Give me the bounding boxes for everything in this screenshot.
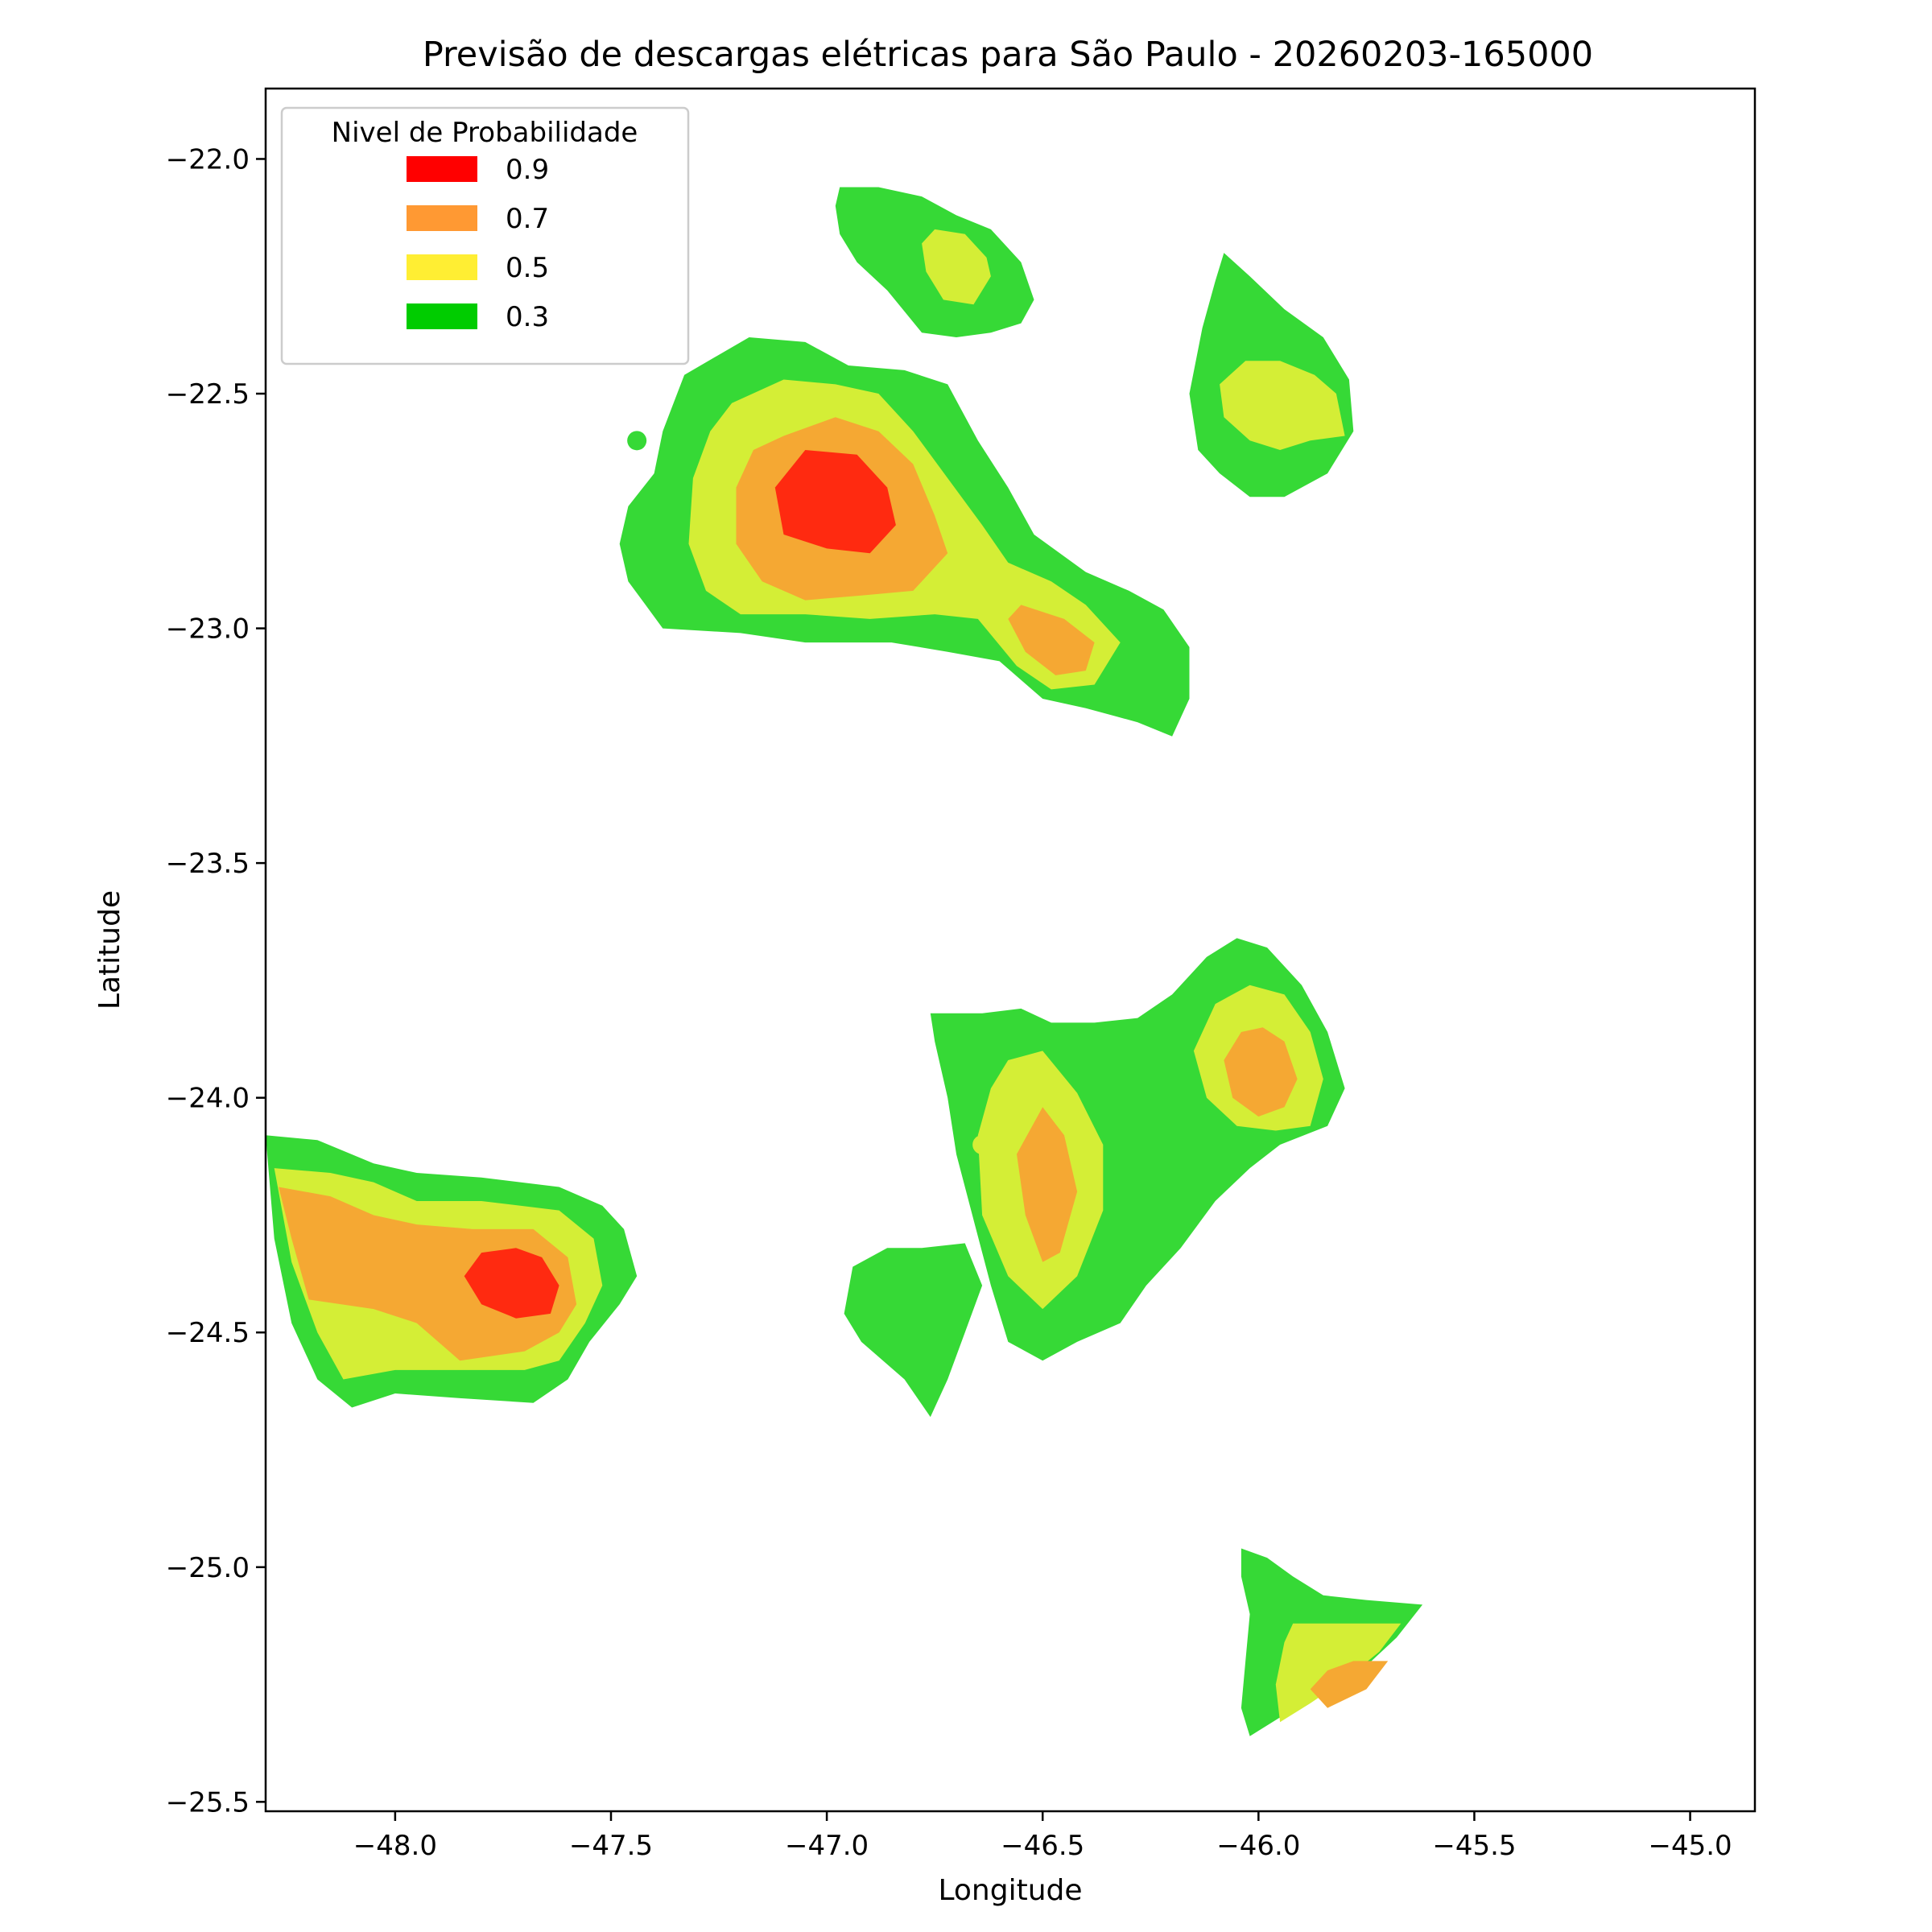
x-axis: −48.0 −47.5 −47.0 −46.5 −46.0 −45.5 −45.0 bbox=[353, 1811, 1732, 1862]
x-tick-label: −47.0 bbox=[785, 1830, 869, 1862]
contour-region-07-17 bbox=[279, 1187, 577, 1361]
y-tick-label: −22.5 bbox=[166, 378, 250, 411]
x-tick-label: −46.0 bbox=[1216, 1830, 1300, 1862]
legend-title: Nivel de Probabilidade bbox=[332, 117, 638, 149]
legend-label: 0.7 bbox=[506, 203, 549, 235]
legend-label: 0.9 bbox=[506, 154, 549, 186]
legend-swatch bbox=[407, 205, 477, 231]
contour-spot-0 bbox=[627, 431, 647, 451]
legend-box bbox=[280, 106, 690, 365]
chart-title: Previsão de descargas elétricas para São… bbox=[423, 35, 1593, 75]
contour-region-09-18 bbox=[464, 1248, 559, 1319]
contour-region-09-8 bbox=[774, 450, 896, 554]
contour-region-05-3 bbox=[1220, 361, 1345, 450]
x-tick-label: −48.0 bbox=[353, 1830, 437, 1862]
y-tick-label: −24.0 bbox=[166, 1083, 250, 1115]
y-tick-label: −25.0 bbox=[166, 1552, 250, 1584]
plot-frame bbox=[264, 87, 1757, 1813]
legend-swatch bbox=[407, 254, 477, 280]
contour-region-07-13 bbox=[1224, 1027, 1298, 1117]
legend-swatch bbox=[407, 303, 477, 329]
legend-entries: 0.9 0.7 0.5 0.3 bbox=[407, 154, 549, 333]
contour-region-07-11 bbox=[1017, 1107, 1078, 1262]
contour-region-03-14 bbox=[844, 1243, 983, 1418]
x-tick-label: −46.5 bbox=[1001, 1830, 1084, 1862]
contour-region-07-21 bbox=[1310, 1661, 1389, 1708]
y-tick-label: −25.5 bbox=[166, 1786, 250, 1818]
x-axis-label: Longitude bbox=[938, 1874, 1082, 1907]
x-tick-label: −47.5 bbox=[569, 1830, 653, 1862]
legend: Nivel de Probabilidade 0.9 0.7 0.5 0.3 bbox=[280, 106, 690, 365]
contour-spot-1 bbox=[972, 1134, 993, 1154]
contour-region-05-1 bbox=[922, 229, 991, 305]
x-tick-label: −45.5 bbox=[1432, 1830, 1516, 1862]
y-axis-label: Latitude bbox=[93, 890, 126, 1009]
y-axis: −22.0 −22.5 −23.0 −23.5 −24.0 −24.5 −25.0 −25.5 bbox=[166, 143, 266, 1818]
legend-label: 0.3 bbox=[506, 301, 549, 333]
plot-area bbox=[266, 187, 1423, 1736]
x-tick-label: −45.0 bbox=[1648, 1830, 1732, 1862]
contour-region-07-7 bbox=[1008, 605, 1095, 675]
y-tick-label: −23.0 bbox=[166, 613, 250, 646]
legend-label: 0.5 bbox=[506, 252, 549, 284]
y-tick-label: −22.0 bbox=[166, 143, 250, 175]
legend-swatch bbox=[407, 156, 477, 182]
y-tick-label: −23.5 bbox=[166, 848, 250, 880]
y-tick-label: −24.5 bbox=[166, 1317, 250, 1349]
